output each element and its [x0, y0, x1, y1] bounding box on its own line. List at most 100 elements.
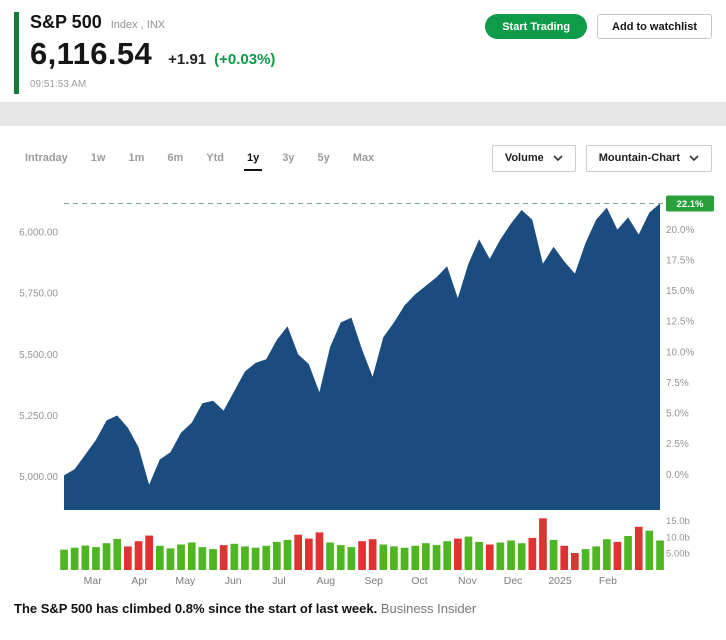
volume-bar [379, 544, 388, 570]
percent-axis-label: 17.5% [666, 255, 694, 266]
price-change: +1.91 [168, 51, 207, 68]
start-trading-button[interactable]: Start Trading [485, 14, 588, 39]
range-tab-3y[interactable]: 3y [281, 148, 295, 168]
chart-type-dropdown[interactable]: Mountain-Chart [585, 144, 712, 172]
volume-bar [464, 536, 473, 570]
volume-bar [219, 545, 228, 570]
volume-bar [81, 545, 90, 570]
volume-bar [251, 547, 260, 570]
volume-bar [326, 542, 334, 570]
page: S&P 500 Index , INX 6,116.54 +1.91 (+0.0… [0, 12, 726, 618]
volume-bar [603, 539, 611, 570]
volume-axis-label: 10.0b [666, 532, 690, 543]
percent-axis-label: 10.0% [666, 347, 694, 358]
chart-type-dropdown-label: Mountain-Chart [598, 152, 680, 164]
x-axis-month-label: Aug [316, 575, 335, 587]
volume-bar [634, 526, 643, 570]
volume-bar [443, 541, 451, 570]
range-tab-max[interactable]: Max [352, 148, 375, 168]
volume-bar [113, 538, 122, 570]
price-axis-label: 5,750.00 [19, 289, 58, 300]
volume-axis-label: 5.00b [666, 549, 690, 560]
volume-bar [411, 545, 420, 570]
volume-bar [156, 545, 164, 570]
volume-bar [592, 546, 600, 570]
add-to-watchlist-button[interactable]: Add to watchlist [597, 14, 712, 39]
chart-toolbar: Intraday 1w 1m 6m Ytd 1y 3y 5y Max Volume Mounta… [0, 140, 726, 176]
instrument-name: S&P 500 [30, 12, 102, 32]
x-axis-month-label: Dec [504, 575, 523, 587]
current-percent-label: 22.1% [677, 199, 704, 210]
range-tab-intraday[interactable]: Intraday [24, 148, 69, 168]
volume-bar [390, 546, 398, 570]
volume-bar [581, 549, 590, 570]
volume-bar [60, 549, 68, 570]
price-axis-label: 6,000.00 [19, 228, 58, 239]
volume-bar [613, 541, 622, 570]
range-tab-1w[interactable]: 1w [90, 148, 107, 168]
volume-bar [400, 547, 409, 570]
caption: The S&P 500 has climbed 0.8% since the s… [0, 588, 726, 618]
volume-bar [262, 545, 271, 570]
volume-bar [305, 538, 313, 570]
range-tab-ytd[interactable]: Ytd [205, 148, 225, 168]
volume-bar [454, 538, 462, 570]
accent-bar [14, 12, 19, 94]
x-axis-month-label: Nov [458, 575, 477, 587]
volume-axis-label: 15.0b [666, 516, 690, 527]
volume-bar [347, 547, 356, 570]
volume-bar [422, 543, 430, 570]
price-axis-label: 5,000.00 [19, 472, 58, 483]
volume-bar [368, 539, 377, 570]
chevron-down-icon [553, 155, 563, 161]
volume-bar [209, 549, 217, 570]
x-axis-month-label: Jun [225, 575, 242, 587]
percent-axis-label: 12.5% [666, 317, 694, 328]
volume-bar [134, 541, 143, 570]
volume-bar [560, 545, 569, 570]
caption-source: Business Insider [380, 601, 477, 616]
price-axis-label: 5,250.00 [19, 411, 58, 422]
range-tab-1m[interactable]: 1m [127, 148, 145, 168]
volume-bar [496, 542, 505, 570]
volume-bar [187, 542, 196, 570]
volume-bar [656, 540, 664, 570]
volume-bar [539, 518, 547, 570]
volume-dropdown[interactable]: Volume [491, 144, 576, 172]
current-price: 6,116.54 [30, 36, 153, 71]
x-axis-month-label: Mar [84, 575, 103, 587]
price-area-series [64, 203, 660, 510]
x-axis-month-label: Oct [411, 575, 427, 587]
percent-axis-label: 15.0% [666, 286, 694, 297]
percent-axis-label: 7.5% [666, 378, 689, 389]
volume-bar [571, 553, 579, 570]
x-axis-month-label: Apr [131, 575, 148, 587]
volume-bar [283, 539, 292, 570]
volume-bar [507, 540, 515, 570]
range-tab-5y[interactable]: 5y [317, 148, 331, 168]
x-axis-month-label: Jul [272, 575, 285, 587]
volume-bar [336, 545, 345, 570]
volume-bar [517, 543, 526, 570]
volume-bar [294, 534, 302, 570]
volume-bar [241, 546, 249, 570]
volume-bar [70, 547, 79, 570]
volume-bar [432, 545, 441, 570]
volume-bar [645, 530, 654, 570]
percent-axis-label: 20.0% [666, 225, 694, 236]
price-change-percent: (+0.03%) [214, 51, 276, 68]
percent-axis-label: 2.5% [666, 439, 689, 450]
chart-card: Intraday 1w 1m 6m Ytd 1y 3y 5y Max Volume Mounta… [0, 126, 726, 588]
volume-bar [177, 544, 185, 570]
volume-bar [528, 537, 537, 570]
percent-axis-label: 0.0% [666, 470, 689, 481]
volume-bar [315, 532, 324, 570]
volume-bar [166, 548, 175, 570]
x-axis-month-label: Feb [599, 575, 617, 587]
chevron-down-icon [689, 155, 699, 161]
volume-dropdown-label: Volume [504, 152, 544, 164]
price-chart-canvas[interactable]: 22.1% 6,000.00 5,750.00 5,500.00 5,250.00 5,0… [0, 176, 726, 588]
range-tab-1y[interactable]: 1y [243, 148, 263, 171]
range-tab-6m[interactable]: 6m [166, 148, 184, 168]
x-axis-month-label: 2025 [548, 575, 572, 587]
